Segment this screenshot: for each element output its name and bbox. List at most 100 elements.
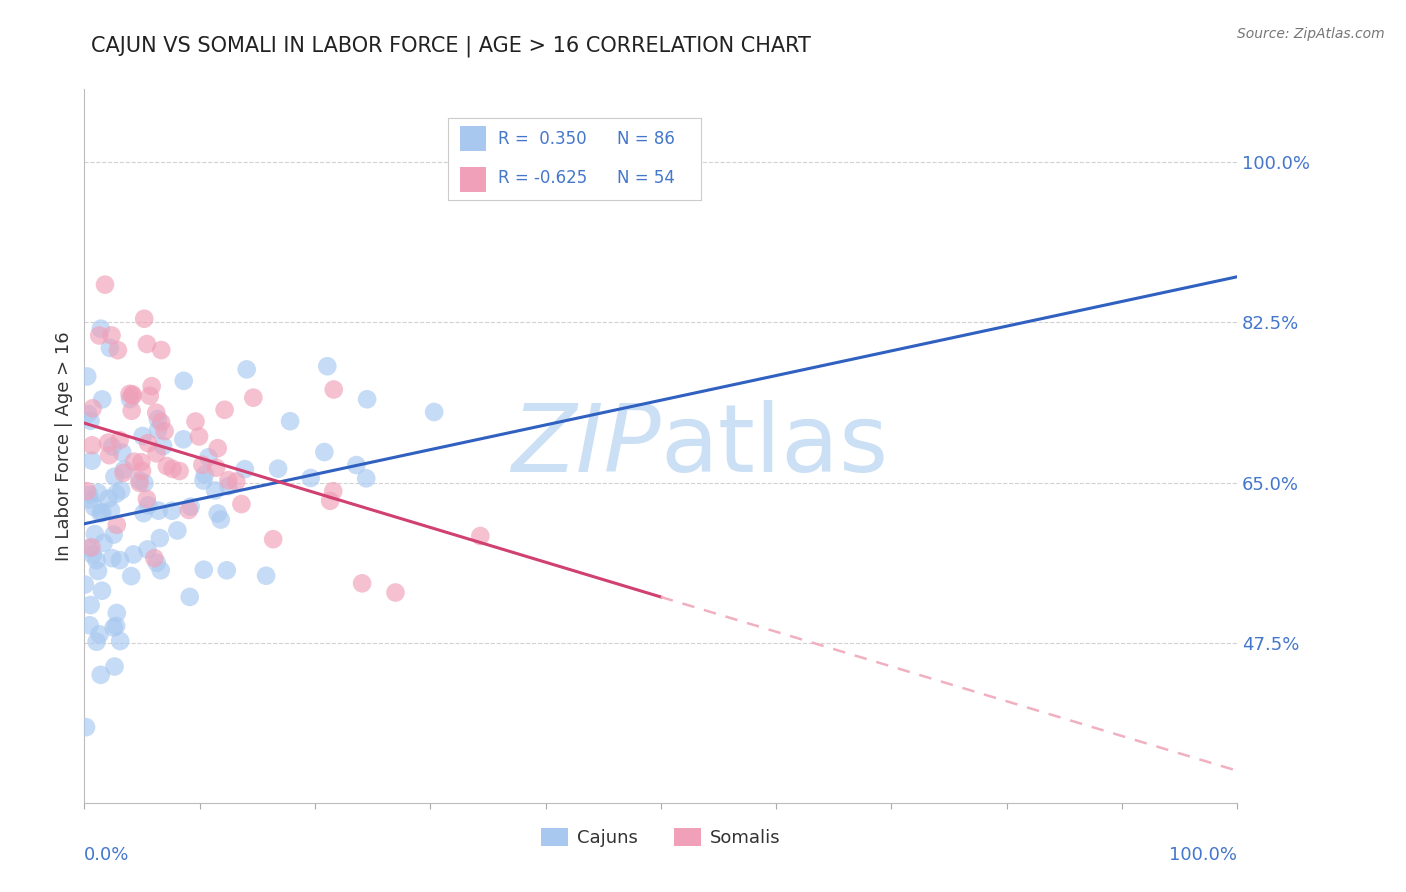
Point [160,504,183,518]
Point [150,343,173,357]
Point [103,527,125,541]
Point [231,497,253,511]
Point [188,429,211,443]
Point [83,500,105,515]
Text: Source: ZipAtlas.com: Source: ZipAtlas.com [1237,27,1385,41]
Point [79,618,101,632]
Point [128,475,150,490]
Point [103,469,125,483]
Point [136,337,159,351]
Point [77,407,100,421]
Point [131,429,153,443]
Point [122,548,145,562]
Point [209,512,232,526]
Point [136,436,159,450]
Point [108,634,131,648]
Point [145,446,167,460]
Point [111,445,134,459]
Point [94,277,117,292]
Y-axis label: In Labor Force | Age > 16: In Labor Force | Age > 16 [55,331,73,561]
Point [139,389,162,403]
Point [205,460,228,475]
Point [177,503,200,517]
Point [91,583,114,598]
Point [145,406,167,420]
Point [153,424,176,438]
Point [193,474,215,488]
Point [179,590,201,604]
Point [73,577,96,591]
Legend: Cajuns, Somalis: Cajuns, Somalis [534,821,787,855]
Point [217,473,239,487]
Point [122,455,145,469]
Point [135,491,157,506]
Point [120,569,142,583]
Point [101,551,124,566]
Point [76,369,98,384]
Point [299,471,322,485]
Point [128,474,150,488]
Point [235,362,257,376]
Point [162,462,184,476]
Point [108,553,131,567]
Point [89,627,111,641]
Point [90,506,112,520]
Point [132,506,155,520]
Point [83,527,105,541]
Point [169,464,191,478]
Point [105,606,128,620]
Point [354,471,377,485]
Point [225,475,247,489]
Text: atlas: atlas [661,400,889,492]
Point [180,500,202,514]
Point [152,439,174,453]
Point [470,529,492,543]
Point [254,568,277,582]
Point [97,435,120,450]
Point [79,414,101,428]
Point [76,484,98,499]
Point [79,598,101,612]
Point [141,379,163,393]
Point [322,484,344,499]
Point [87,485,110,500]
Point [172,432,194,446]
Point [146,412,169,426]
Point [79,492,101,507]
Point [121,404,143,418]
Point [149,563,172,577]
Point [91,392,114,407]
Point [112,466,135,480]
Point [82,548,104,562]
Point [136,542,159,557]
Point [344,458,367,472]
Text: ZIP: ZIP [512,401,661,491]
Point [89,328,111,343]
Point [121,389,143,403]
Point [80,453,103,467]
Point [156,459,179,474]
Point [107,343,129,358]
Point [108,433,131,447]
Point [215,563,238,577]
Text: 100.0%: 100.0% [1170,846,1237,863]
Point [146,423,169,437]
Point [194,467,217,482]
Point [131,464,153,478]
Point [105,619,128,633]
Point [166,524,188,538]
Point [103,621,125,635]
Point [90,321,112,335]
Point [82,401,104,416]
Point [121,387,143,401]
Point [173,374,195,388]
Point [352,576,374,591]
Point [384,585,406,599]
Point [148,503,170,517]
Point [110,483,132,498]
Point [197,450,219,465]
Point [105,487,128,501]
Point [134,476,156,491]
Point [207,441,229,455]
Point [218,479,240,493]
